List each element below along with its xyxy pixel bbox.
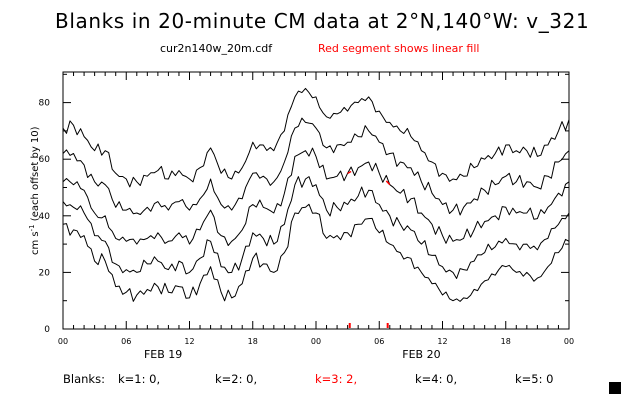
series-group [62, 87, 570, 302]
y-tick-label: 0 [44, 325, 50, 335]
x-tick-label: 12 [437, 337, 447, 346]
x-tick-label: 00 [58, 337, 68, 346]
x-tick-label: 18 [501, 337, 511, 346]
date-label: FEB 19 [144, 348, 182, 361]
date-label: FEB 20 [402, 348, 440, 361]
x-axis: 00 06 12 18 00 06 12 18 00 FEB 19 FEB 20 [58, 72, 574, 361]
fill-group [347, 170, 391, 328]
series-line-k=3 [62, 147, 570, 246]
series-line-k=1 [62, 203, 570, 302]
corner-square [609, 382, 621, 394]
file-name: cur2n140w_20m.cdf [160, 42, 273, 55]
series-line-k=2 [62, 176, 570, 279]
blank-count: k=2: 0, [215, 372, 257, 386]
x-tick-label: 06 [374, 337, 384, 346]
fill-segment [347, 170, 352, 175]
series-line-k=5 [62, 87, 570, 188]
y-axis-label: cm s-1 (each offset by 10) [28, 126, 41, 255]
fill-marker [386, 323, 389, 328]
blank-count: k=1: 0, [118, 372, 160, 386]
y-tick-label: 60 [39, 155, 51, 165]
chart-title: Blanks in 20-minute CM data at 2°N,140°W… [55, 9, 589, 33]
blanks-label: Blanks: [63, 372, 105, 386]
blank-count: k=3: 2, [315, 372, 357, 386]
x-tick-label: 06 [121, 337, 131, 346]
x-tick-label: 00 [564, 337, 574, 346]
y-axis: 0 20 40 60 80 [39, 73, 569, 335]
series-line-k=4 [62, 117, 570, 216]
fill-marker [348, 323, 351, 328]
y-tick-label: 40 [39, 212, 51, 222]
x-tick-label: 18 [248, 337, 258, 346]
fill-note: Red segment shows linear fill [318, 42, 479, 55]
y-tick-label: 20 [39, 268, 51, 278]
y-tick-label: 80 [39, 99, 51, 109]
blanks-legend: Blanks: k=1: 0, k=2: 0, k=3: 2, k=4: 0, k=5:… [63, 372, 553, 386]
x-tick-label: 00 [311, 337, 321, 346]
plot-frame [62, 71, 570, 330]
x-tick-label: 12 [184, 337, 194, 346]
blank-count: k=5: 0 [515, 372, 553, 386]
fill-segment [385, 180, 391, 186]
blank-count: k=4: 0, [415, 372, 457, 386]
